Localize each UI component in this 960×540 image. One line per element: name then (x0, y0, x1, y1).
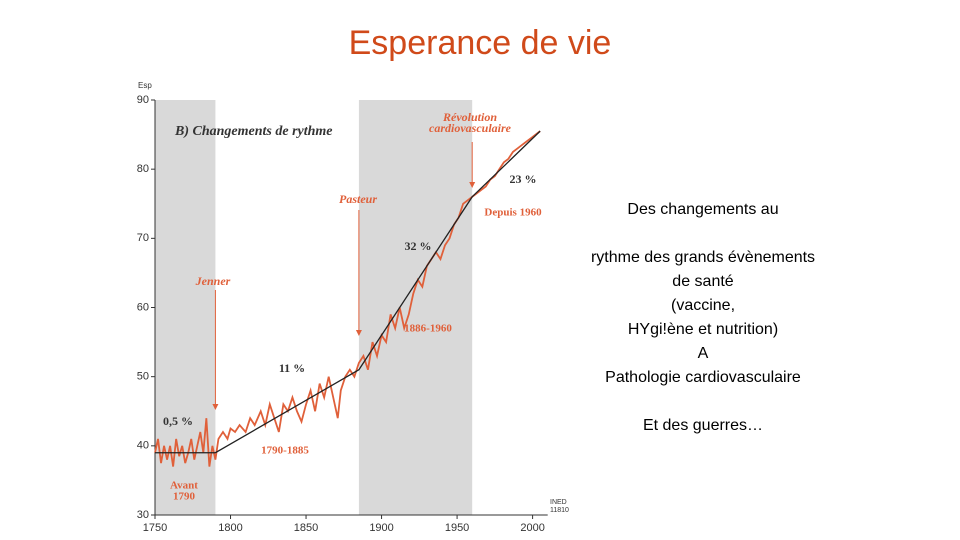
y-axis-label: Esp (138, 81, 152, 90)
x-tick-label: 1800 (218, 522, 242, 534)
chart-title: B) Changements de rythme (174, 124, 333, 139)
source: 11810 (550, 507, 569, 514)
side-text: A (698, 345, 709, 362)
y-tick-label: 90 (137, 94, 149, 106)
side-text: Des changements au (627, 201, 778, 218)
arrow-head (355, 330, 362, 336)
side-text: rythme des grands évènements (591, 249, 815, 266)
x-tick-label: 1950 (445, 522, 469, 534)
x-tick-label: 2000 (520, 522, 544, 534)
annotation: cardiovasculaire (429, 121, 512, 135)
annotation: Révolution (442, 110, 497, 124)
period-label: 1886-1960 (404, 323, 452, 335)
shaded-period (358, 100, 473, 515)
trend-line (155, 130, 541, 454)
source: INED (550, 499, 567, 506)
slide-title: Esperance de vie (349, 24, 612, 62)
shaded-period (155, 100, 216, 515)
side-text: (vaccine, (671, 297, 735, 314)
annotation: Pasteur (339, 192, 377, 206)
x-tick-label: 1750 (143, 522, 167, 534)
x-tick-label: 1900 (369, 522, 393, 534)
side-text: de santé (672, 273, 733, 290)
annotation: Jenner (195, 274, 231, 288)
arrow-head (469, 182, 476, 188)
y-tick-label: 70 (137, 232, 149, 244)
period-label: Avant (170, 480, 198, 492)
y-tick-label: 60 (137, 301, 149, 313)
y-tick-label: 80 (137, 163, 149, 175)
y-tick-label: 50 (137, 371, 149, 383)
rate-label: 23 % (510, 172, 537, 186)
side-text: HYgi!ène et nutrition) (628, 321, 778, 338)
period-label: 1790 (173, 491, 196, 503)
period-label: 1790-1885 (261, 445, 309, 457)
arrow-head (212, 404, 219, 410)
rate-label: 11 % (279, 361, 305, 375)
side-text: Et des guerres… (643, 417, 763, 434)
period-label: Depuis 1960 (484, 207, 542, 219)
y-tick-label: 30 (137, 509, 149, 521)
side-text: Pathologie cardiovasculaire (605, 369, 801, 386)
x-tick-label: 1850 (294, 522, 318, 534)
y-tick-label: 40 (137, 440, 149, 452)
rate-label: 0,5 % (163, 414, 193, 428)
rate-label: 32 % (405, 239, 432, 253)
